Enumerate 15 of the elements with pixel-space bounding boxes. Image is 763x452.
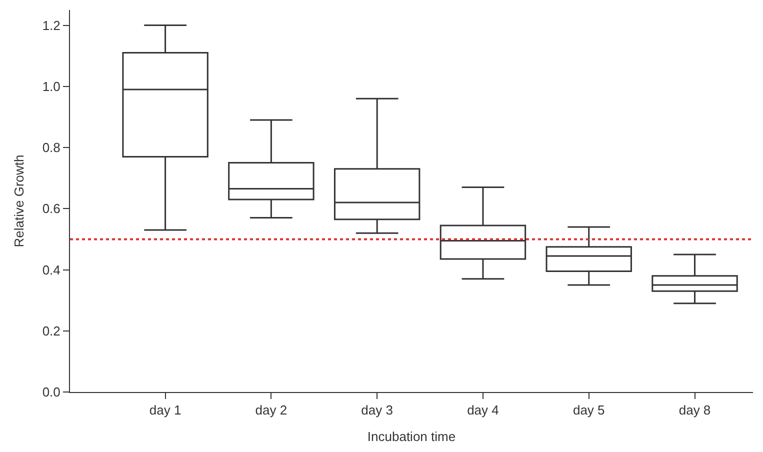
y-tick-label: 1.2: [42, 18, 60, 33]
y-tick-label: 0.0: [42, 384, 60, 400]
y-tick-label: 0.2: [42, 323, 60, 338]
y-tick-label: 0.8: [42, 140, 60, 156]
y-axis-title: Relative Growth: [11, 154, 26, 248]
x-axis-title: Incubation time: [367, 429, 456, 444]
x-tick-label: day 3: [361, 402, 393, 418]
x-tick-label: day 2: [255, 402, 288, 418]
x-tick-label: day 1: [149, 402, 182, 418]
y-tick-label: 0.4: [42, 262, 60, 278]
y-tick-label: 0.6: [42, 201, 60, 216]
x-tick-label: day 4: [467, 402, 499, 418]
y-tick-label: 1.0: [42, 78, 60, 94]
x-tick-label: day 5: [572, 402, 605, 418]
x-tick-label: day 8: [678, 402, 711, 418]
